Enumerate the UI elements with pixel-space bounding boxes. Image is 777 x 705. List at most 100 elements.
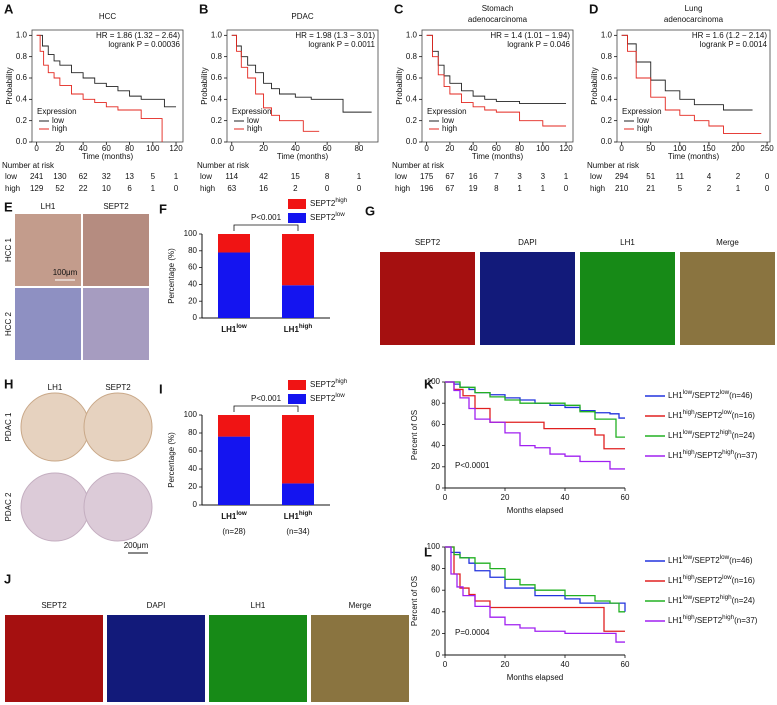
x-tick-label: 60 <box>492 144 501 153</box>
risk-row-label: low <box>200 172 212 181</box>
y-tick-label: 0.2 <box>601 116 613 125</box>
y-tick-label: 0 <box>436 650 441 659</box>
channel-label: DAPI <box>518 238 537 247</box>
text-part: low <box>683 594 693 601</box>
y-axis-label: Probability <box>590 67 599 104</box>
y-tick-label: 100 <box>184 410 198 419</box>
text-part: LH1 <box>284 512 300 521</box>
column-label: LH1 <box>41 202 56 211</box>
plot-frame <box>31 29 184 143</box>
column-label: SEPT2 <box>105 383 131 392</box>
y-tick-label: 20 <box>188 482 197 491</box>
text-part: /SEPT2 <box>695 451 723 460</box>
annotation: logrank P = 0.0014 <box>700 40 768 49</box>
y-tick-label: 0 <box>436 483 441 492</box>
bar-segment <box>282 483 314 505</box>
y-tick-label: 80 <box>188 246 197 255</box>
annotation: P=0.0004 <box>455 628 490 637</box>
risk-count: 129 <box>30 184 44 193</box>
risk-count: 4 <box>707 172 712 181</box>
x-tick-label: 60 <box>621 493 630 502</box>
x-tick-label: 20 <box>501 493 510 502</box>
risk-count: 210 <box>615 184 629 193</box>
ihc-image <box>83 214 149 286</box>
text-part: high <box>335 378 347 385</box>
y-tick-label: 1.0 <box>601 30 613 39</box>
y-tick-label: 0.8 <box>211 52 223 61</box>
text-part: (n=24) <box>732 431 756 440</box>
text-part: SEPT2 <box>310 213 336 222</box>
x-axis-label: Time (months) <box>472 152 524 161</box>
risk-count: 1 <box>541 184 546 193</box>
bar-segment <box>218 415 250 437</box>
channel-label: LH1 <box>251 601 266 610</box>
x-tick-label: 50 <box>646 144 655 153</box>
text-part: LH1 <box>668 411 683 420</box>
x-tick-label: 20 <box>501 660 510 669</box>
fluorescence-image <box>680 252 775 345</box>
ihc-image <box>15 288 81 360</box>
x-tick-note: (n=34) <box>286 527 310 536</box>
text-part: /SEPT2 <box>695 411 723 420</box>
text-part: LH1 <box>668 556 683 565</box>
text-part: SEPT2 <box>310 394 336 403</box>
text-part: low <box>236 323 247 330</box>
column-label: SEPT2 <box>103 202 129 211</box>
x-tick-label: 80 <box>354 144 363 153</box>
panel-letter: K <box>424 376 434 391</box>
survival-curve <box>426 34 567 127</box>
risk-count: 42 <box>259 172 268 181</box>
annotation: HR = 1.6 (1.2 − 2.14) <box>692 31 767 40</box>
y-tick-label: 0.2 <box>211 116 223 125</box>
text-part: high <box>299 510 312 517</box>
risk-count: 114 <box>225 172 238 181</box>
panel-letter: E <box>4 199 13 214</box>
text-part: low <box>335 211 345 218</box>
text-part: low <box>683 429 693 436</box>
risk-count: 6 <box>127 184 132 193</box>
y-axis-label: Probability <box>395 67 404 104</box>
bar-segment <box>282 285 314 318</box>
y-tick-label: 1.0 <box>16 30 28 39</box>
risk-count: 32 <box>102 172 111 181</box>
y-tick-label: 60 <box>188 446 197 455</box>
y-tick-label: 1.0 <box>211 30 223 39</box>
x-axis-label: Months elapsed <box>507 506 563 515</box>
survival-curve <box>445 546 626 612</box>
risk-row-label: high <box>200 184 215 193</box>
text-part: SEPT2 <box>310 380 336 389</box>
y-tick-label: 0.6 <box>601 73 613 82</box>
text-part: low <box>335 392 345 399</box>
y-axis-label: Probability <box>5 67 14 104</box>
x-tick-label: 40 <box>561 660 570 669</box>
y-tick-label: 100 <box>184 229 198 238</box>
x-tick-label: 100 <box>146 144 160 153</box>
risk-count: 1 <box>174 172 179 181</box>
text-part: /SEPT2 <box>692 556 720 565</box>
risk-count: 16 <box>469 172 478 181</box>
y-axis-label: Probability <box>200 67 209 104</box>
channel-label: LH1 <box>620 238 635 247</box>
bar-segment <box>282 234 314 286</box>
text-part: LH1 <box>668 596 683 605</box>
risk-count: 16 <box>259 184 268 193</box>
y-tick-label: 60 <box>431 420 440 429</box>
text-part: low <box>722 574 732 581</box>
channel-label: DAPI <box>147 601 166 610</box>
x-tick-label: 0 <box>34 144 39 153</box>
risk-row-label: low <box>5 172 17 181</box>
legend-label: SEPT2high <box>310 378 348 389</box>
panel-letter: L <box>424 544 432 559</box>
text-part: high <box>683 614 695 621</box>
fluorescence-image <box>107 615 205 702</box>
panel-letter: J <box>4 571 11 586</box>
text-part: low <box>683 554 693 561</box>
legend-title: Expression <box>427 107 467 116</box>
y-tick-label: 0.6 <box>406 73 418 82</box>
tissue-core <box>20 472 90 542</box>
legend-label: LH1low/SEPT2low(n=46) <box>668 554 753 565</box>
y-tick-label: 20 <box>431 629 440 638</box>
x-tick-label: 100 <box>673 144 687 153</box>
legend-label: low <box>637 116 649 125</box>
